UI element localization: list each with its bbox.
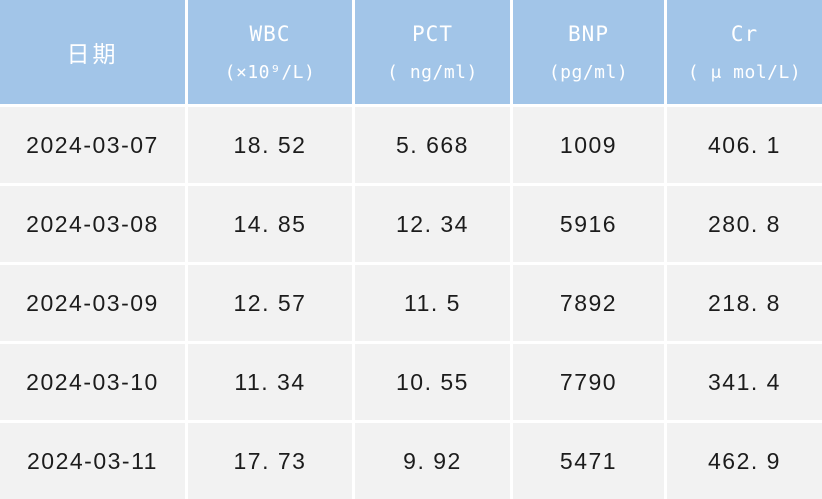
cell-wbc: 17. 73: [188, 423, 352, 499]
table-row: 2024-03-10 11. 34 10. 55 7790 341. 4: [0, 344, 822, 420]
column-header-pct: PCT ( ng/ml): [355, 0, 510, 104]
cell-wbc: 14. 85: [188, 186, 352, 262]
column-header-pct-unit: ( ng/ml): [387, 61, 478, 83]
cell-cr: 341. 4: [667, 344, 822, 420]
column-header-bnp-label: BNP: [568, 21, 609, 46]
cell-cr: 280. 8: [667, 186, 822, 262]
cell-date: 2024-03-11: [0, 423, 185, 499]
cell-bnp: 7892: [513, 265, 664, 341]
column-header-wbc-label: WBC: [249, 21, 291, 46]
column-header-wbc-unit: (×10⁹/L): [224, 61, 316, 83]
cell-wbc: 12. 57: [188, 265, 352, 341]
column-header-cr-unit: ( μ mol/L): [687, 61, 802, 83]
column-header-wbc: WBC (×10⁹/L): [188, 0, 352, 104]
column-header-cr-label: Cr: [730, 21, 759, 46]
column-header-bnp: BNP (pg/ml): [513, 0, 664, 104]
cell-bnp: 5916: [513, 186, 664, 262]
table-row: 2024-03-07 18. 52 5. 668 1009 406. 1: [0, 107, 822, 183]
table-row: 2024-03-08 14. 85 12. 34 5916 280. 8: [0, 186, 822, 262]
cell-pct: 11. 5: [355, 265, 510, 341]
cell-pct: 10. 55: [355, 344, 510, 420]
cell-date: 2024-03-10: [0, 344, 185, 420]
cell-date: 2024-03-08: [0, 186, 185, 262]
column-header-bnp-unit: (pg/ml): [548, 61, 629, 83]
cell-cr: 462. 9: [667, 423, 822, 499]
cell-bnp: 1009: [513, 107, 664, 183]
column-header-pct-label: PCT: [412, 21, 453, 46]
cell-pct: 5. 668: [355, 107, 510, 183]
column-header-cr: Cr ( μ mol/L): [667, 0, 822, 104]
cell-pct: 12. 34: [355, 186, 510, 262]
cell-cr: 406. 1: [667, 107, 822, 183]
cell-wbc: 11. 34: [188, 344, 352, 420]
cell-date: 2024-03-09: [0, 265, 185, 341]
cell-date: 2024-03-07: [0, 107, 185, 183]
cell-cr: 218. 8: [667, 265, 822, 341]
cell-pct: 9. 92: [355, 423, 510, 499]
cell-bnp: 7790: [513, 344, 664, 420]
column-header-date-label: 日期: [66, 42, 119, 68]
table-row: 2024-03-09 12. 57 11. 5 7892 218. 8: [0, 265, 822, 341]
column-header-date: 日期: [0, 0, 185, 104]
cell-bnp: 5471: [513, 423, 664, 499]
header-row: 日期 WBC (×10⁹/L) PCT ( ng/ml): [0, 0, 822, 104]
table-row: 2024-03-11 17. 73 9. 92 5471 462. 9: [0, 423, 822, 499]
cell-wbc: 18. 52: [188, 107, 352, 183]
